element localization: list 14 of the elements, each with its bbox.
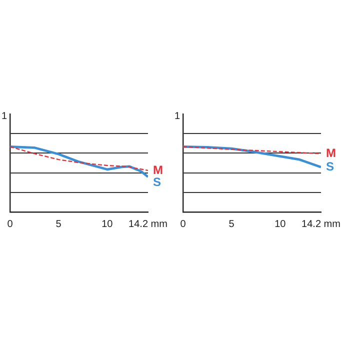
series-label: S	[153, 174, 162, 189]
x-tick-label: 5	[228, 218, 235, 230]
x-tick-label: 5	[56, 218, 62, 230]
x-tick-label: 0	[180, 218, 186, 230]
x-tick-label: 10	[274, 218, 286, 230]
text: 1	[174, 110, 180, 122]
x-tick-label: 0	[7, 218, 14, 230]
series-label: S	[326, 159, 334, 174]
series-label: M	[153, 162, 163, 177]
series-label: M	[326, 146, 336, 160]
x-tick-label: 14.2 mm	[128, 218, 168, 230]
text: 1	[1, 110, 8, 122]
x-tick-label: 14.2 mm	[302, 218, 340, 230]
x-tick-label: 10	[102, 218, 114, 230]
